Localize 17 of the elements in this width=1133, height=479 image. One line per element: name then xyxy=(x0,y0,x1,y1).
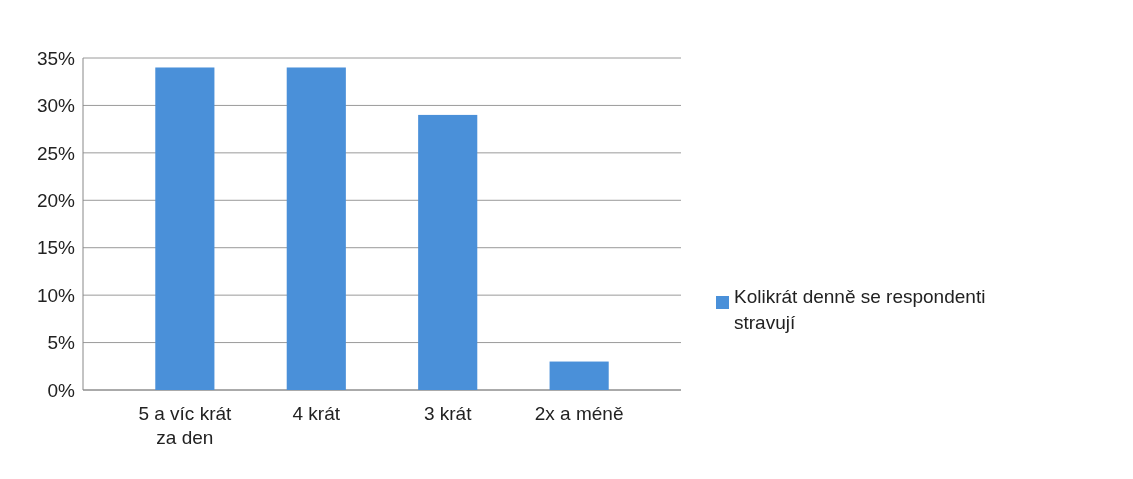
legend-label: Kolikrát denně se respondenti stravují xyxy=(734,286,986,333)
x-tick-label: 3 krát xyxy=(423,403,473,424)
bar xyxy=(286,67,346,390)
y-tick-label: 20% xyxy=(36,189,76,211)
y-tick-label: 5% xyxy=(47,332,76,354)
x-tick-label: 4 krát xyxy=(292,403,341,424)
bar xyxy=(155,67,215,390)
bar xyxy=(418,114,478,390)
x-tick-label: 2x a méně xyxy=(534,403,624,424)
y-tick-label: 30% xyxy=(36,95,76,117)
x-tick-label: 5 a víc krát za den xyxy=(138,403,233,448)
y-tick-label: 35% xyxy=(36,47,76,69)
y-tick-label: 0% xyxy=(47,379,76,401)
y-tick-label: 10% xyxy=(36,284,76,306)
y-tick-label: 15% xyxy=(36,237,76,259)
bar xyxy=(549,361,609,390)
y-tick-label: 25% xyxy=(36,142,76,164)
